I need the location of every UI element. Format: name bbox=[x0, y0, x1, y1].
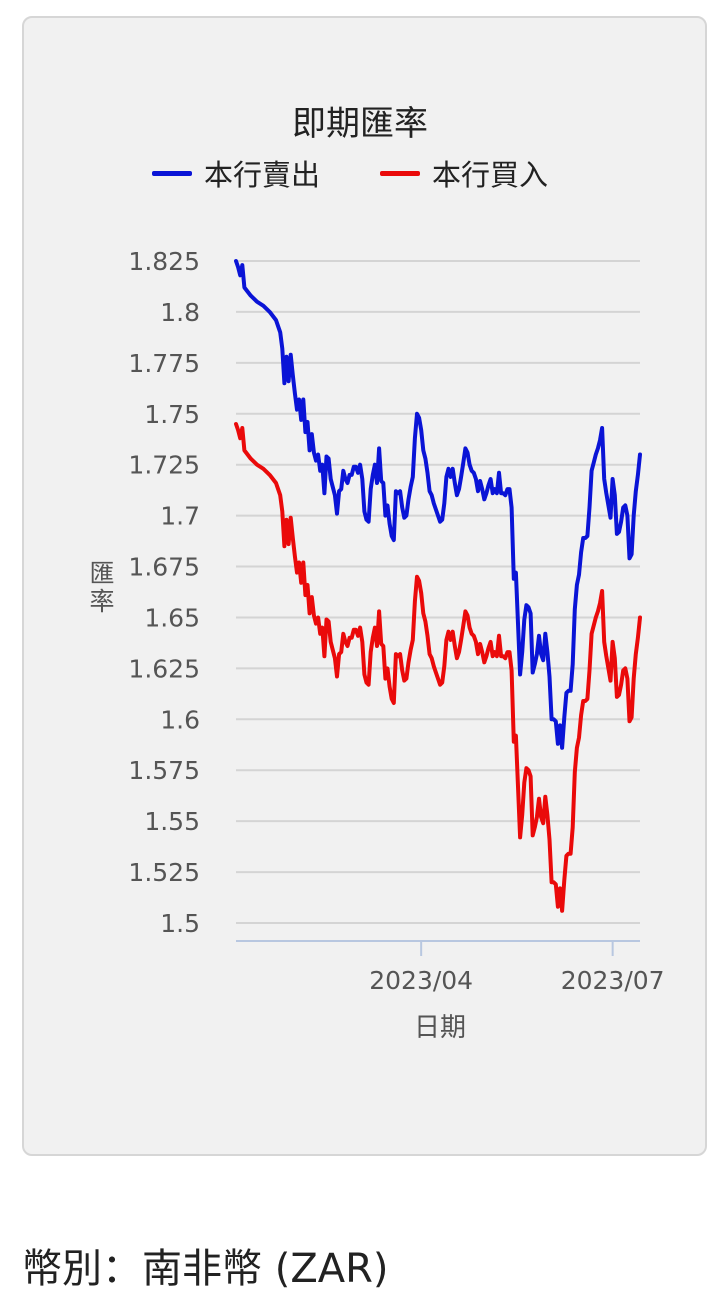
currency-label: 幣別：南非幣 (ZAR) bbox=[22, 1246, 389, 1292]
line-chart: 1.825 1.8 1.775 1.75 1.725 1.7 1.675 1.65 1.625 1… bbox=[89, 247, 665, 1043]
y-axis-label-char: 率 bbox=[89, 587, 114, 616]
y-tick-label: 1.75 bbox=[144, 400, 200, 429]
y-tick-label: 1.625 bbox=[128, 654, 200, 683]
legend-item-buy[interactable]: 本行買入 bbox=[380, 152, 548, 194]
legend-swatch-sell bbox=[152, 170, 192, 176]
y-tick-label: 1.725 bbox=[128, 451, 200, 480]
x-tick-label: 2023/04 bbox=[369, 966, 473, 995]
legend-swatch-buy bbox=[380, 170, 420, 176]
x-axis-ticks: 2023/04 2023/07 bbox=[369, 941, 665, 995]
y-tick-label: 1.8 bbox=[160, 298, 200, 327]
chart-legend: 本行賣出 本行買入 bbox=[0, 152, 720, 192]
y-tick-label: 1.6 bbox=[160, 705, 200, 734]
y-tick-label: 1.575 bbox=[128, 756, 200, 785]
legend-item-sell[interactable]: 本行賣出 bbox=[152, 152, 320, 194]
chart-title: 即期匯率 bbox=[292, 104, 428, 144]
y-tick-label: 1.65 bbox=[144, 603, 200, 632]
x-axis-label: 日期 bbox=[414, 1013, 466, 1043]
y-tick-label: 1.675 bbox=[128, 553, 200, 582]
y-tick-label: 1.775 bbox=[128, 349, 200, 378]
series-lines bbox=[234, 259, 642, 913]
series-line-buy[interactable] bbox=[234, 422, 642, 913]
y-tick-label: 1.5 bbox=[160, 909, 200, 938]
y-axis-label: 匯率 bbox=[89, 559, 114, 616]
y-tick-label: 1.7 bbox=[160, 502, 200, 531]
y-tick-label: 1.525 bbox=[128, 858, 200, 887]
chart-card bbox=[22, 16, 707, 1156]
y-axis-label-char: 匯 bbox=[89, 559, 114, 588]
legend-label-sell: 本行賣出 bbox=[204, 158, 321, 192]
y-tick-label: 1.825 bbox=[128, 247, 200, 276]
y-axis-ticks: 1.825 1.8 1.775 1.75 1.725 1.7 1.675 1.65 1.625 1… bbox=[128, 247, 200, 938]
x-tick-label: 2023/07 bbox=[561, 966, 665, 995]
series-line-sell[interactable] bbox=[234, 259, 642, 750]
y-tick-label: 1.55 bbox=[144, 807, 200, 836]
legend-label-buy: 本行買入 bbox=[432, 158, 549, 192]
grid-lines bbox=[236, 260, 640, 924]
